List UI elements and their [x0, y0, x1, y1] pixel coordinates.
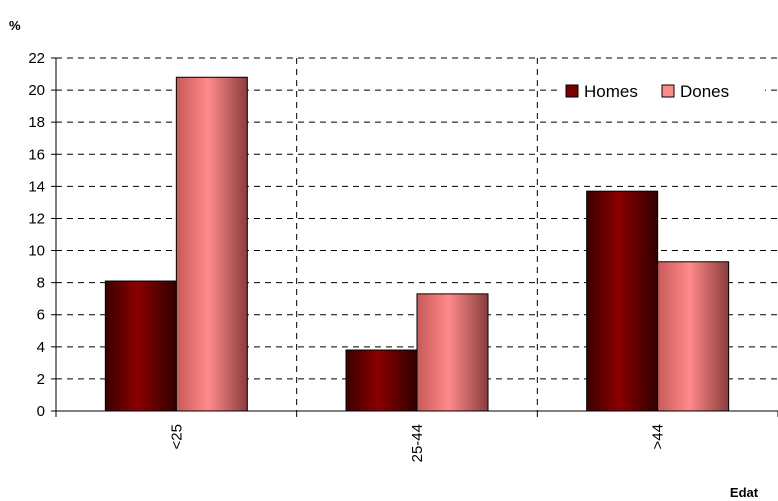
y-axis-ticks: 0 2 4 6 8 10 12 14 16 18 20 22	[28, 50, 56, 420]
y-tick-label: 8	[37, 275, 45, 292]
vertical-gridlines	[296, 58, 538, 411]
legend-swatch-homes	[565, 84, 579, 98]
y-tick-label: 14	[28, 178, 45, 195]
y-tick-label: 10	[28, 243, 45, 260]
y-axis-title: %	[9, 18, 21, 33]
x-tick-label: <25	[168, 424, 185, 449]
y-tick-label: 16	[28, 146, 45, 163]
bar-homes-2	[586, 190, 659, 412]
y-tick-label: 4	[37, 339, 45, 356]
bar-dones-1	[416, 293, 489, 412]
y-tick-label: 20	[28, 82, 45, 99]
bars	[104, 76, 730, 412]
bar-dones-2	[657, 261, 730, 412]
y-tick-label: 0	[37, 403, 45, 420]
x-axis-ticks: <25 25-44 >44	[55, 411, 778, 462]
y-tick-label: 6	[37, 307, 45, 324]
legend-label-homes: Homes	[584, 82, 638, 101]
legend-label-dones: Dones	[680, 82, 729, 101]
y-tick-label: 22	[28, 50, 45, 67]
y-tick-label: 2	[37, 371, 45, 388]
legend-swatch-dones	[661, 84, 675, 98]
bar-homes-1	[345, 349, 418, 412]
x-tick-label: 25-44	[409, 424, 426, 462]
x-axis-title: Edat	[730, 485, 759, 500]
bar-dones-0	[175, 76, 248, 412]
legend: Homes Dones	[560, 78, 765, 104]
y-tick-label: 12	[28, 210, 45, 227]
x-tick-label: >44	[650, 424, 667, 449]
y-tick-label: 18	[28, 114, 45, 131]
bar-homes-0	[104, 280, 177, 412]
